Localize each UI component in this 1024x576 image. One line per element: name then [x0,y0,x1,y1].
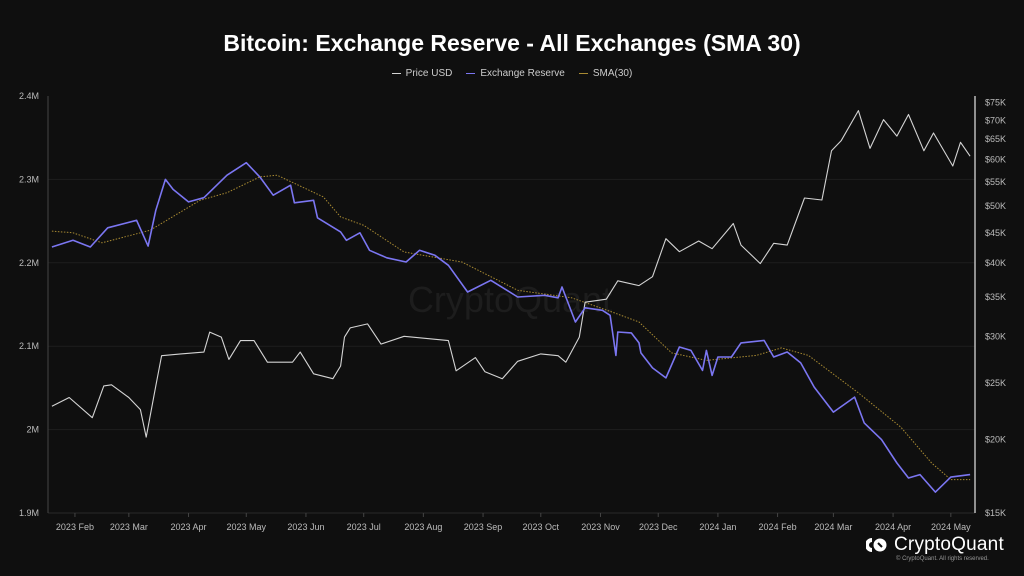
x-tick-label: 2024 Mar [814,522,852,532]
right-tick-label: $65K [985,134,1006,144]
left-tick-label: 2.2M [19,258,39,268]
x-tick-label: 2024 Feb [759,522,797,532]
legend-label: Price USD [405,68,453,79]
brand-name: CryptoQuant [894,534,1004,555]
x-tick-label: 2024 May [931,522,971,532]
left-tick-label: 2.3M [19,174,39,184]
series-line-exchange-reserve [51,161,971,493]
left-tick-label: 2.1M [19,341,39,351]
right-tick-label: $20K [985,435,1006,445]
x-tick-label: 2023 Nov [581,522,620,532]
copyright: © CryptoQuant. All rights reserved. [896,556,989,562]
left-tick-label: 2.4M [19,91,39,101]
legend-label: SMA(30) [592,68,633,79]
sma-swatch [578,72,588,75]
x-tick-label: 2024 Jan [699,522,736,532]
left-axis-ticks: 2.4M 2.3M 2.2M 2.1M 2M 1.9M [19,91,39,518]
right-tick-label: $55K [985,177,1006,187]
right-tick-label: $70K [985,115,1006,125]
right-tick-label: $25K [985,378,1006,388]
right-tick-label: $60K [985,155,1006,165]
x-tick-label: 2023 Oct [523,522,560,532]
x-tick-label: 2024 Apr [875,522,911,532]
left-tick-label: 2M [26,425,39,435]
x-tick-label: 2023 Apr [171,522,207,532]
watermark: CryptoQuant [408,279,612,320]
right-tick-label: $35K [985,292,1006,302]
x-axis-ticks: 2023 Feb 2023 Mar 2023 Apr 2023 May 2023 Jun… [56,513,971,532]
x-tick-label: 2023 Jun [287,522,324,532]
legend-item-reserve[interactable]: Exchange Reserve [466,68,565,79]
x-tick-label: 2023 Jul [347,522,381,532]
left-tick-label: 1.9M [19,508,39,518]
x-tick-label: 2023 Aug [404,522,442,532]
grid-lines [48,178,975,514]
x-tick-label: 2023 Mar [110,522,148,532]
series-line-price-usd [51,110,971,438]
series-lines [51,110,971,493]
right-tick-label: $45K [985,228,1006,238]
right-axis-ticks: $75K $70K $65K $60K $55K $50K $45K $40K $35K $30K… [985,98,1006,518]
x-tick-label: 2023 May [227,522,267,532]
x-tick-label: 2023 Feb [56,522,94,532]
reserve-swatch [466,72,476,75]
legend-item-sma[interactable]: SMA(30) [578,68,633,79]
price-swatch [391,72,401,75]
right-tick-label: $15K [985,508,1006,518]
x-tick-label: 2023 Dec [639,522,678,532]
right-tick-label: $40K [985,258,1006,268]
series-line-sma-30 [51,174,971,481]
legend-item-price[interactable]: Price USD [391,68,453,79]
cryptoquant-logo-icon [866,538,887,552]
right-tick-label: $50K [985,201,1006,211]
right-tick-label: $30K [985,331,1006,341]
legend: Price USD Exchange Reserve SMA(30) [0,68,1024,79]
x-tick-label: 2023 Sep [464,522,503,532]
cryptoquant-logo: CryptoQuant [866,534,1004,556]
right-tick-label: $75K [985,98,1006,108]
chart-title: Bitcoin: Exchange Reserve - All Exchange… [223,30,801,56]
legend-label: Exchange Reserve [480,68,565,79]
